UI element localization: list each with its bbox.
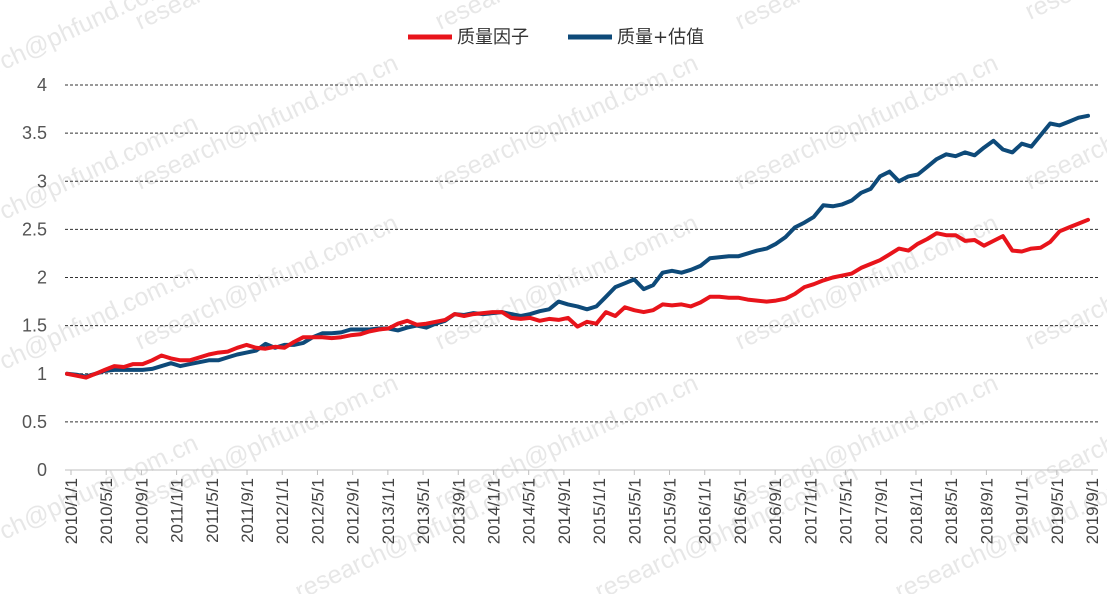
x-tick-label: 2017/5/1	[837, 478, 856, 544]
x-tick-label: 2013/1/1	[379, 478, 398, 544]
watermark-text: research@phfund.com.cn	[1021, 0, 1107, 25]
gridlines	[65, 84, 1098, 471]
x-tick-label: 2019/5/1	[1048, 478, 1067, 544]
x-tick-label: 2018/5/1	[942, 478, 961, 544]
x-tick-label: 2014/9/1	[555, 478, 574, 544]
y-axis-tick-labels: 0 0.5 1 1.5 2 2.5 3 3.5 4	[22, 75, 47, 480]
x-tick-label: 2016/5/1	[731, 478, 750, 544]
x-tick-label: 2017/9/1	[872, 478, 891, 544]
x-tick-label: 2017/1/1	[801, 478, 820, 544]
x-tick-label: 2018/9/1	[977, 478, 996, 544]
x-tick-label: 2018/1/1	[907, 478, 926, 544]
x-tick-label: 2016/9/1	[766, 478, 785, 544]
x-tick-label: 2011/9/1	[238, 478, 257, 543]
x-tick-label: 2012/1/1	[273, 478, 292, 544]
y-tick-label: 1.5	[22, 316, 47, 336]
x-tick-label: 2015/5/1	[625, 478, 644, 544]
y-tick-label: 0	[37, 460, 47, 480]
x-tick-label: 2012/9/1	[344, 478, 363, 544]
x-tick-label: 2011/1/1	[168, 478, 187, 543]
legend-label-quality: 质量因子	[457, 27, 529, 48]
x-tick-label: 2012/5/1	[308, 478, 327, 544]
x-tick-label: 2010/9/1	[132, 478, 151, 544]
watermark-text: research@phfund.com.cn	[731, 49, 1003, 196]
y-tick-label: 4	[37, 75, 47, 95]
x-tick-label: 2015/1/1	[590, 478, 609, 544]
x-tick-label: 2019/9/1	[1083, 478, 1102, 544]
x-tick-label: 2010/1/1	[62, 478, 81, 544]
x-tick-label: 2011/5/1	[203, 478, 222, 543]
series-line-quality	[65, 217, 1090, 380]
x-tick-label: 2019/1/1	[1013, 478, 1032, 544]
x-tick-label: 2013/5/1	[414, 478, 433, 544]
x-tick-label: 2010/5/1	[97, 478, 116, 544]
legend-label-quality-valuation: 质量+估值	[617, 27, 704, 48]
watermark-text: research@phfund.com.cn	[431, 209, 703, 356]
y-tick-label: 3	[37, 171, 47, 191]
y-tick-label: 2	[37, 268, 47, 288]
y-tick-label: 0.5	[22, 412, 47, 432]
x-axis-tick-labels: 2010/1/1 2010/5/1 2010/9/1 2011/1/1 2011/5/1…	[62, 470, 1102, 544]
watermark-text: research@phfund.com.cn	[431, 49, 703, 196]
x-tick-label: 2016/1/1	[696, 478, 715, 544]
x-tick-label: 2013/9/1	[449, 478, 468, 544]
watermark-text: research@phfund.com.cn	[731, 209, 1003, 356]
series-line-quality-valuation	[65, 113, 1090, 379]
x-tick-label: 2015/9/1	[661, 478, 680, 544]
watermark-text: research@phfund.com.cn	[731, 0, 1003, 35]
watermark-text: research@phfund.com.cn	[131, 0, 403, 35]
y-tick-label: 3.5	[22, 123, 47, 143]
x-tick-label: 2014/1/1	[484, 478, 503, 544]
y-tick-label: 2.5	[22, 219, 47, 239]
legend: 质量因子 质量+估值	[408, 27, 704, 48]
series-lines	[65, 113, 1090, 380]
x-tick-label: 2014/5/1	[520, 478, 539, 544]
y-tick-label: 1	[37, 364, 47, 384]
watermark-text: research@phfund.com.cn	[1021, 349, 1107, 496]
